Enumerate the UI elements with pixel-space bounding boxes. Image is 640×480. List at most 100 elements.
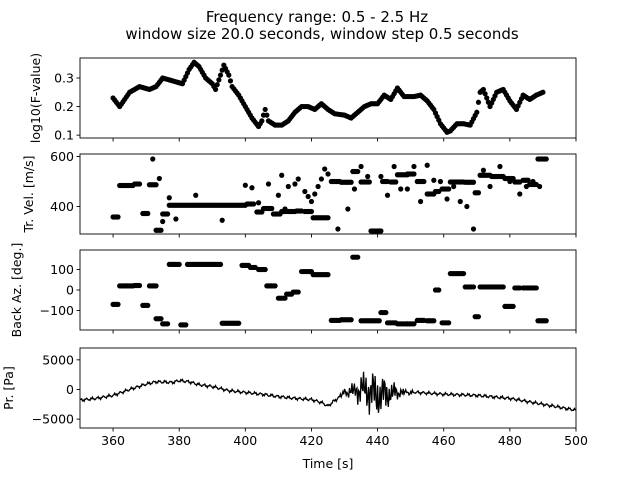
velocity-point-264 — [255, 200, 262, 206]
pressure-trace — [79, 371, 577, 415]
velocity-point-33 — [165, 211, 171, 217]
velocity-point-266 — [275, 192, 281, 198]
backaz-point-159 — [383, 309, 389, 316]
pressure-y-ticks: −5000 0 5000 — [32, 352, 80, 427]
velocity-point-85 — [251, 201, 257, 207]
velocity-point-158 — [378, 228, 384, 234]
fvalue-points — [110, 59, 546, 135]
panel-velocity-frame — [79, 153, 577, 235]
backaz-point-213 — [475, 314, 482, 320]
velocity-point-118 — [308, 208, 315, 215]
pressure-series-line — [79, 371, 577, 415]
fvalue-point-92 — [262, 106, 268, 113]
panel-backaz: −100 0 100 Back Az. [deg.] — [9, 243, 577, 338]
velocity-point-141 — [348, 179, 354, 185]
velocity-point-269 — [285, 183, 291, 190]
fvalue-point-260 — [540, 89, 546, 95]
backaz-point-25 — [153, 283, 159, 289]
fvalue-point-70 — [226, 72, 232, 78]
fvalue-point-225 — [482, 91, 488, 97]
velocity-point-286 — [384, 192, 391, 198]
backaz-point-143 — [355, 254, 361, 260]
velocity-point-257 — [160, 218, 166, 225]
fvalue-point-90 — [259, 118, 265, 124]
pressure-y-tick-label--5000: −5000 — [32, 412, 74, 427]
backaz-point-44 — [183, 322, 189, 328]
velocity-point-302 — [497, 163, 503, 170]
velocity-point-294 — [437, 178, 444, 185]
backaz-y-tick-label-100: 100 — [50, 262, 74, 277]
backaz-point-96 — [272, 283, 278, 289]
velocity-point-196 — [446, 186, 452, 192]
velocity-point-95 — [269, 205, 275, 212]
velocity-point-271 — [295, 176, 301, 182]
velocity-y-tick-label-400: 400 — [50, 199, 74, 214]
fvalue-point-221 — [475, 99, 482, 105]
velocity-point-256 — [156, 175, 162, 182]
velocity-point-260 — [193, 192, 199, 198]
backaz-y-ticks: −100 0 100 — [40, 262, 80, 318]
backaz-point-247 — [533, 285, 539, 291]
fvalue-point-226 — [484, 95, 490, 101]
backaz-point-204 — [460, 270, 467, 277]
fvalue-y-tick-label-0.3: 0.3 — [54, 71, 74, 86]
velocity-point-183 — [421, 178, 427, 185]
velocity-point-178 — [411, 171, 417, 177]
pressure-y-label: Pr. [Pa] — [1, 366, 16, 410]
velocity-point-290 — [411, 163, 417, 170]
backaz-y-tick-label-0: 0 — [66, 283, 74, 298]
velocity-point-263 — [249, 185, 255, 191]
velocity-point-293 — [431, 177, 437, 183]
x-tick-label-380: 380 — [167, 433, 191, 448]
fvalue-point-93 — [264, 112, 270, 118]
pressure-x-ticks: 360 380 400 420 440 460 480 500 — [101, 428, 588, 448]
backaz-point-90 — [262, 266, 268, 273]
fvalue-point-62 — [212, 86, 219, 93]
velocity-point-254 — [543, 156, 549, 162]
fvalue-point-220 — [474, 109, 480, 115]
backaz-point-3 — [115, 301, 121, 307]
backaz-point-187 — [431, 318, 437, 324]
velocity-point-20 — [145, 210, 151, 217]
x-tick-label-480: 480 — [498, 433, 522, 448]
velocity-y-ticks: 400 600 — [50, 149, 80, 214]
backaz-point-16 — [136, 282, 143, 289]
panel-fvalue: 0.1 0.2 0.3 log10(F-value) — [28, 53, 577, 143]
velocity-point-29 — [158, 227, 164, 233]
velocity-point-262 — [242, 182, 248, 188]
velocity-point-128 — [325, 215, 331, 221]
velocity-point-151 — [366, 179, 372, 185]
velocity-point-273 — [305, 193, 311, 200]
velocity-point-267 — [279, 172, 285, 178]
fvalue-point-63 — [214, 82, 220, 88]
velocity-point-214 — [475, 190, 482, 196]
fvalue-y-label: log10(F-value) — [28, 53, 43, 143]
backaz-point-29 — [158, 316, 164, 322]
velocity-point-16 — [136, 181, 143, 187]
velocity-points — [110, 156, 549, 234]
chart-title-line-1: Frequency range: 0.5 - 2.5 Hz — [206, 8, 428, 26]
velocity-point-288 — [398, 186, 404, 192]
backaz-point-190 — [436, 287, 442, 293]
velocity-point-272 — [302, 188, 308, 195]
x-tick-label-460: 460 — [432, 433, 456, 448]
velocity-y-label: Tr. Vel. [m/s] — [21, 155, 36, 233]
velocity-y-tick-label-600: 600 — [50, 149, 74, 164]
velocity-point-292 — [424, 162, 430, 168]
backaz-point-109 — [295, 289, 301, 295]
velocity-point-211 — [470, 179, 477, 185]
velocity-point-307 — [537, 183, 543, 190]
velocity-point-166 — [393, 179, 399, 185]
velocity-x-ticks — [112, 234, 577, 238]
backaz-y-label: Back Az. [deg.] — [9, 243, 24, 338]
velocity-point-279 — [325, 171, 331, 177]
velocity-point-303 — [507, 178, 513, 185]
x-axis-label: Time [s] — [302, 456, 354, 471]
velocity-point-255 — [150, 156, 156, 162]
velocity-point-306 — [530, 178, 536, 185]
velocity-point-258 — [166, 195, 172, 201]
backaz-point-253 — [543, 318, 549, 324]
velocity-point-268 — [282, 206, 288, 212]
backaz-point-234 — [510, 303, 516, 310]
panel-velocity: 400 600 Tr. Vel. [m/s] — [21, 149, 577, 238]
